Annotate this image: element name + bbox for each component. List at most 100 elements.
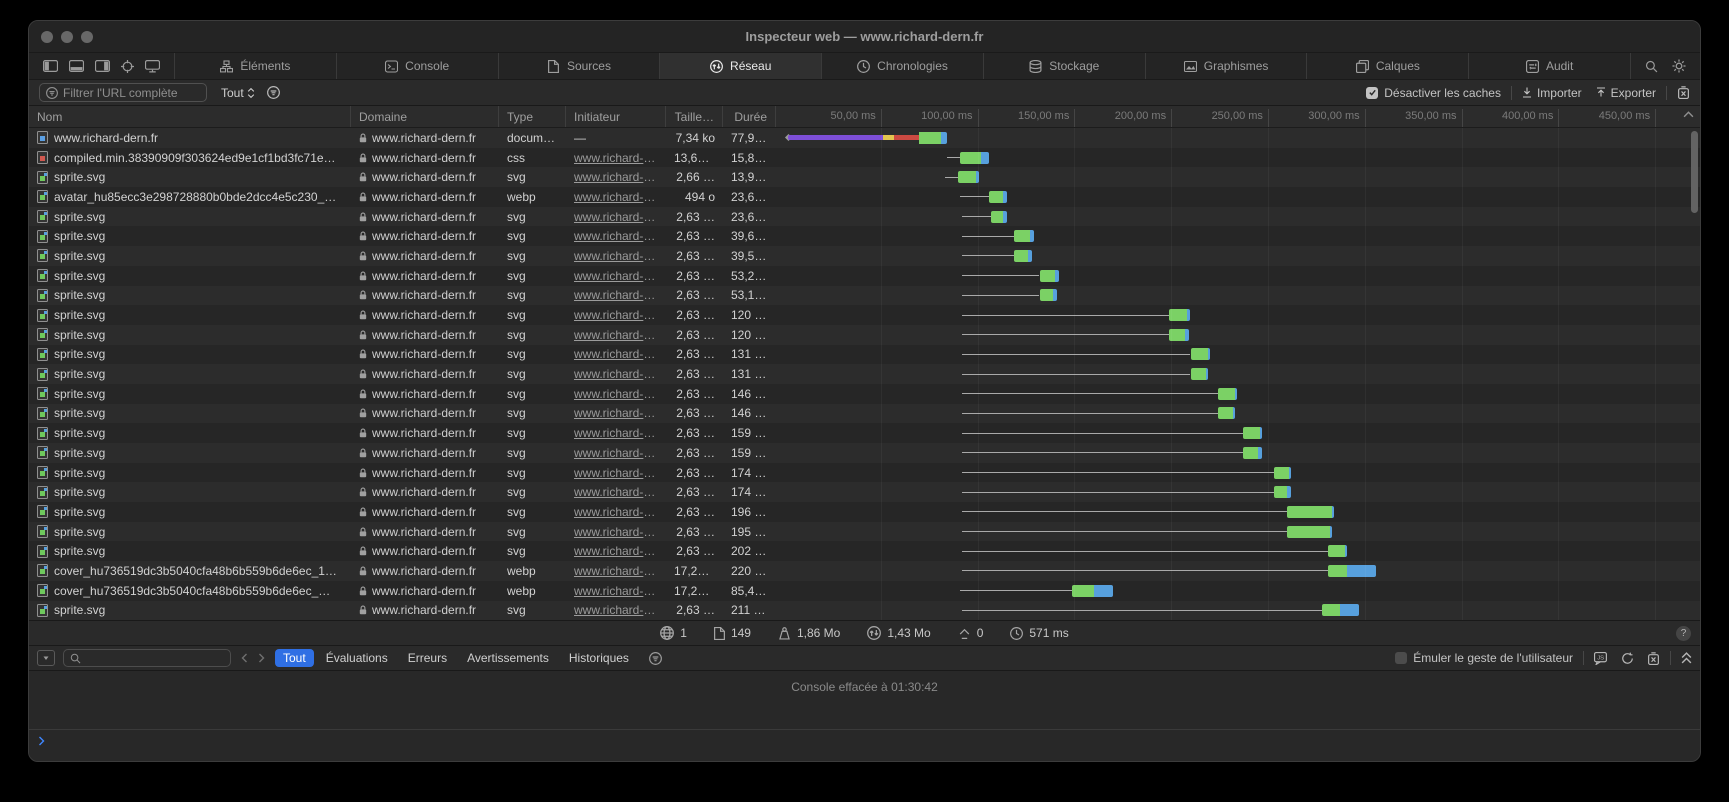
console-scope-avertissements[interactable]: Avertissements — [459, 649, 557, 667]
tab-audit[interactable]: Audit — [1469, 53, 1631, 79]
network-request-row[interactable]: sprite.svg www.richard-dern.fr svg www.r… — [29, 246, 1700, 266]
tab-storage[interactable]: Stockage — [984, 53, 1146, 79]
request-initiator[interactable]: www.richard-d… — [566, 446, 666, 460]
network-request-row[interactable]: sprite.svg www.richard-dern.fr svg www.r… — [29, 541, 1700, 561]
tab-graphics[interactable]: Graphismes — [1146, 53, 1308, 79]
tab-timelines[interactable]: Chronologies — [822, 53, 984, 79]
network-request-row[interactable]: sprite.svg www.richard-dern.fr svg www.r… — [29, 423, 1700, 443]
import-button[interactable]: Importer — [1522, 86, 1582, 100]
request-initiator[interactable]: www.richard-d… — [566, 505, 666, 519]
request-initiator[interactable]: www.richard-d… — [566, 466, 666, 480]
request-initiator[interactable]: www.richard-d… — [566, 170, 666, 184]
dock-bottom-icon[interactable] — [69, 60, 84, 72]
request-initiator[interactable]: www.richard-d… — [566, 229, 666, 243]
disable-caches-checkbox[interactable]: Désactiver les caches — [1366, 86, 1501, 100]
network-request-row[interactable]: sprite.svg www.richard-dern.fr svg www.r… — [29, 286, 1700, 306]
network-request-row[interactable]: sprite.svg www.richard-dern.fr svg www.r… — [29, 226, 1700, 246]
url-filter-field[interactable] — [39, 83, 207, 102]
vertical-scrollbar[interactable] — [1691, 131, 1698, 213]
network-request-row[interactable]: sprite.svg www.richard-dern.fr svg www.r… — [29, 325, 1700, 345]
request-initiator[interactable]: www.richard-d… — [566, 584, 666, 598]
network-request-row[interactable]: sprite.svg www.richard-dern.fr svg www.r… — [29, 482, 1700, 502]
javascript-bubble-icon[interactable] — [1594, 652, 1608, 665]
network-request-row[interactable]: sprite.svg www.richard-dern.fr svg www.r… — [29, 207, 1700, 227]
network-request-row[interactable]: sprite.svg www.richard-dern.fr svg www.r… — [29, 463, 1700, 483]
minimize-button[interactable] — [61, 31, 73, 43]
collapse-waterfall-icon[interactable] — [1683, 111, 1694, 118]
column-header-type[interactable]: Type — [499, 106, 566, 127]
network-request-row[interactable]: cover_hu736519dc3b5040cfa48b6b559b6de6ec… — [29, 561, 1700, 581]
console-search-input[interactable] — [85, 651, 224, 665]
network-request-row[interactable]: sprite.svg www.richard-dern.fr svg www.r… — [29, 502, 1700, 522]
console-scope-toggle[interactable] — [37, 650, 55, 666]
console-scope-tout[interactable]: Tout — [275, 649, 314, 667]
console-scope-historiques[interactable]: Historiques — [561, 649, 637, 667]
column-header-domain[interactable]: Domaine — [351, 106, 499, 127]
column-header-name[interactable]: Nom — [29, 106, 351, 127]
network-request-row[interactable]: www.richard-dern.fr www.richard-dern.fr … — [29, 128, 1700, 148]
request-initiator[interactable]: www.richard-d… — [566, 249, 666, 263]
console-scope-erreurs[interactable]: Erreurs — [400, 649, 455, 667]
dock-left-icon[interactable] — [43, 60, 58, 72]
tab-layers[interactable]: Calques — [1307, 53, 1469, 79]
request-initiator[interactable]: www.richard-d… — [566, 328, 666, 342]
next-result-icon[interactable] — [258, 653, 265, 663]
tab-elements[interactable]: Éléments — [175, 53, 337, 79]
column-header-size[interactable]: Taille… — [666, 106, 723, 127]
network-request-row[interactable]: sprite.svg www.richard-dern.fr svg www.r… — [29, 364, 1700, 384]
network-request-row[interactable]: compiled.min.38390909f303624ed9e1cf1bd3f… — [29, 148, 1700, 168]
tab-console[interactable]: Console — [337, 53, 499, 79]
request-initiator[interactable]: www.richard-d… — [566, 564, 666, 578]
network-request-row[interactable]: sprite.svg www.richard-dern.fr svg www.r… — [29, 404, 1700, 424]
close-button[interactable] — [41, 31, 53, 43]
expand-console-icon[interactable] — [1681, 652, 1692, 664]
request-initiator[interactable]: www.richard-d… — [566, 190, 666, 204]
network-request-row[interactable]: sprite.svg www.richard-dern.fr svg www.r… — [29, 266, 1700, 286]
request-initiator[interactable]: www.richard-d… — [566, 367, 666, 381]
previous-result-icon[interactable] — [241, 653, 248, 663]
request-initiator[interactable]: www.richard-d… — [566, 210, 666, 224]
request-initiator[interactable]: www.richard-d… — [566, 426, 666, 440]
dock-right-icon[interactable] — [95, 60, 110, 72]
network-request-row[interactable]: sprite.svg www.richard-dern.fr svg www.r… — [29, 522, 1700, 542]
request-initiator[interactable]: www.richard-d… — [566, 406, 666, 420]
network-request-row[interactable]: sprite.svg www.richard-dern.fr svg www.r… — [29, 305, 1700, 325]
filter-options-icon[interactable] — [267, 86, 280, 99]
request-initiator[interactable]: www.richard-d… — [566, 525, 666, 539]
request-initiator[interactable]: www.richard-d… — [566, 485, 666, 499]
column-header-initiator[interactable]: Initiateur — [566, 106, 666, 127]
url-filter-input[interactable] — [63, 86, 200, 100]
gear-icon[interactable] — [1672, 59, 1686, 73]
export-button[interactable]: Exporter — [1596, 86, 1656, 100]
console-prompt[interactable] — [29, 729, 1700, 752]
request-initiator[interactable]: www.richard-d… — [566, 544, 666, 558]
device-icon[interactable] — [145, 60, 160, 73]
clear-network-icon[interactable] — [1677, 86, 1690, 99]
emulate-user-gesture-checkbox[interactable]: Émuler le geste de l'utilisateur — [1395, 651, 1573, 665]
request-initiator[interactable]: www.richard-d… — [566, 603, 666, 617]
zoom-button[interactable] — [81, 31, 93, 43]
refresh-icon[interactable] — [1621, 652, 1634, 665]
column-header-duration[interactable]: Durée — [723, 106, 776, 127]
request-initiator[interactable]: www.richard-d… — [566, 387, 666, 401]
request-initiator[interactable]: www.richard-d… — [566, 288, 666, 302]
console-search-field[interactable] — [63, 649, 231, 667]
resource-type-dropdown[interactable]: Tout — [221, 86, 255, 100]
console-scope-evaluations[interactable]: Évaluations — [318, 649, 396, 667]
network-request-row[interactable]: sprite.svg www.richard-dern.fr svg www.r… — [29, 601, 1700, 621]
request-initiator[interactable]: www.richard-d… — [566, 269, 666, 283]
network-request-row[interactable]: sprite.svg www.richard-dern.fr svg www.r… — [29, 345, 1700, 365]
request-initiator[interactable]: www.richard-d… — [566, 308, 666, 322]
tab-network[interactable]: Réseau — [660, 53, 822, 79]
request-initiator[interactable]: www.richard-d… — [566, 347, 666, 361]
console-filter-icon[interactable] — [649, 652, 662, 665]
network-request-row[interactable]: sprite.svg www.richard-dern.fr svg www.r… — [29, 384, 1700, 404]
network-request-row[interactable]: cover_hu736519dc3b5040cfa48b6b559b6de6ec… — [29, 581, 1700, 601]
search-icon[interactable] — [1645, 60, 1658, 73]
tab-sources[interactable]: Sources — [499, 53, 661, 79]
clear-console-icon[interactable] — [1647, 652, 1660, 665]
element-picker-icon[interactable] — [121, 60, 134, 73]
network-request-row[interactable]: sprite.svg www.richard-dern.fr svg www.r… — [29, 167, 1700, 187]
request-initiator[interactable]: www.richard-d… — [566, 151, 666, 165]
help-button[interactable]: ? — [1676, 626, 1691, 641]
